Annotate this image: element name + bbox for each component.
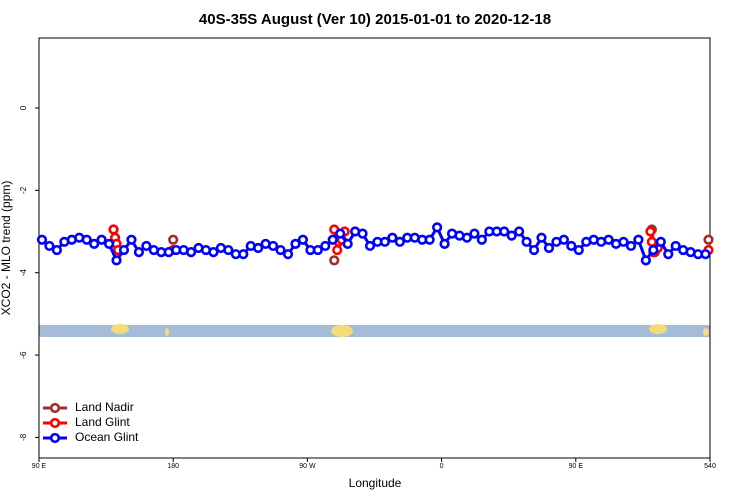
point (185, 247, 197, 258)
point (103, 238, 115, 249)
point (618, 236, 629, 247)
x-tick-label: 0 (440, 463, 444, 470)
point (268, 240, 279, 252)
legend-label: Land Nadir (75, 400, 134, 414)
point (536, 232, 547, 243)
point (703, 234, 714, 245)
point (558, 234, 569, 245)
y-tick-label: -2 (19, 186, 28, 194)
point (566, 240, 577, 252)
point (89, 238, 100, 249)
point (543, 242, 555, 254)
point (223, 244, 234, 256)
point (51, 244, 62, 256)
point (168, 234, 179, 245)
point (387, 232, 398, 243)
point (342, 238, 353, 249)
x-tick-label: 90 W (299, 463, 316, 470)
point (44, 240, 55, 252)
y-tick-label: -4 (19, 269, 28, 277)
point (461, 232, 473, 243)
y-tick-label: -6 (19, 351, 28, 359)
point (499, 226, 510, 237)
point (424, 234, 435, 245)
point (379, 236, 391, 247)
y-tick-label: -8 (19, 433, 28, 441)
point (469, 228, 480, 239)
point (108, 224, 119, 235)
point (297, 234, 309, 245)
x-axis-label: Longitude (349, 476, 402, 490)
point (633, 234, 644, 245)
land-patch (331, 325, 353, 337)
point (96, 234, 107, 245)
point (655, 236, 666, 247)
map-strip (39, 324, 710, 337)
point (357, 228, 368, 239)
point (290, 238, 301, 249)
point (528, 244, 540, 256)
point (111, 255, 122, 266)
point (645, 226, 656, 237)
point (625, 240, 637, 252)
point (364, 240, 376, 252)
point (312, 244, 323, 256)
x-tick-label: 540 (704, 463, 716, 470)
point (320, 240, 331, 252)
point (648, 244, 659, 256)
x-tick-label: 180 (167, 463, 179, 470)
ocean-strip (39, 325, 710, 337)
point (670, 240, 681, 252)
point (238, 249, 249, 260)
legend-marker (49, 417, 61, 429)
point (36, 234, 48, 245)
y-axis-label: XCO2 - MLO trend (ppm) (0, 181, 13, 316)
legend-label: Land Glint (75, 415, 130, 429)
point (332, 244, 343, 256)
point (327, 234, 338, 245)
point (476, 234, 487, 245)
y-tick-label: 0 (19, 105, 28, 110)
point (521, 236, 532, 247)
legend-marker (49, 402, 61, 414)
point (141, 240, 152, 252)
point (432, 222, 443, 233)
land-patch (703, 328, 709, 336)
point (329, 255, 340, 266)
point (253, 242, 264, 254)
point (81, 234, 92, 245)
point (275, 244, 286, 256)
x-tick-label: 90 E (32, 463, 47, 470)
point (603, 234, 614, 245)
point (282, 249, 294, 260)
point (208, 247, 219, 258)
point (126, 234, 137, 245)
point (439, 238, 450, 249)
legend-marker (49, 432, 61, 444)
point (573, 244, 584, 256)
point (506, 230, 517, 241)
point (514, 226, 525, 237)
land-patch (649, 324, 667, 334)
point (394, 236, 405, 247)
legend-label: Ocean Glint (75, 430, 139, 444)
point (700, 249, 711, 260)
x-tick-label: 90 E (569, 463, 584, 470)
land-patch (111, 324, 129, 334)
land-patch (165, 328, 169, 336)
point (663, 249, 674, 260)
chart-title: 40S-35S August (Ver 10) 2015-01-01 to 20… (199, 11, 551, 28)
point (335, 228, 346, 239)
point (640, 255, 651, 266)
point (118, 244, 130, 256)
point (133, 247, 145, 258)
